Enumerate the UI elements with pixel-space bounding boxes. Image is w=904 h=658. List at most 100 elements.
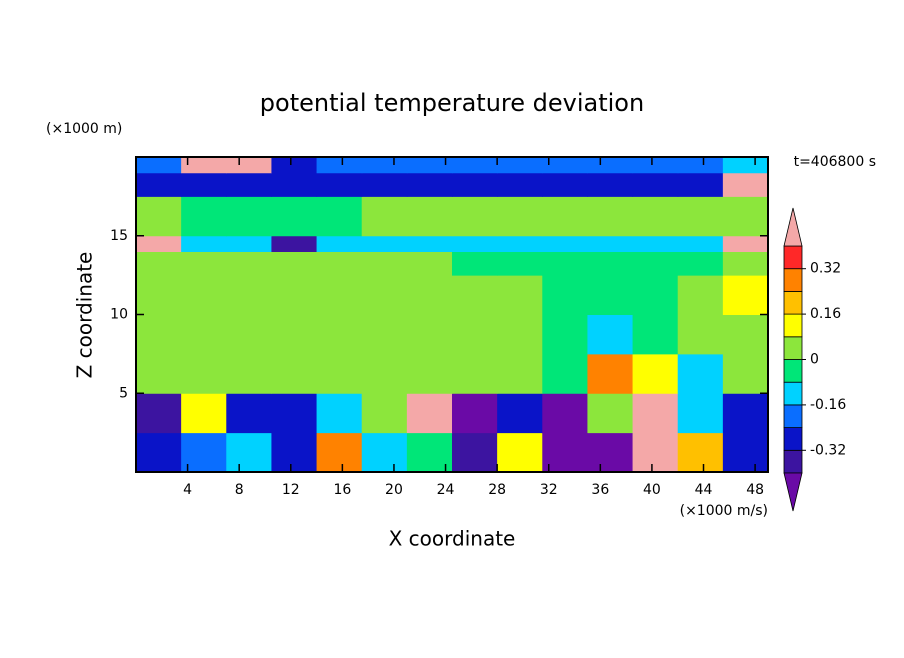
contour-cell bbox=[406, 235, 453, 252]
contour-cell bbox=[136, 353, 182, 394]
x-tick-label: 44 bbox=[695, 482, 713, 498]
contour-cell bbox=[632, 353, 679, 394]
contour-cell bbox=[587, 353, 634, 394]
contour-cell bbox=[587, 432, 634, 473]
contour-cell bbox=[361, 235, 408, 252]
contour-cell bbox=[587, 196, 634, 237]
contour-cell bbox=[316, 196, 363, 237]
contour-cell bbox=[181, 172, 227, 197]
contour-cell bbox=[271, 235, 318, 252]
contour-cell bbox=[406, 314, 453, 355]
contour-cell bbox=[452, 393, 498, 434]
contour-cell bbox=[632, 393, 679, 434]
contour-cell bbox=[136, 393, 182, 434]
contour-cell bbox=[181, 251, 227, 276]
contour-cell bbox=[316, 235, 363, 252]
contour-cell bbox=[406, 393, 453, 434]
contour-cell bbox=[226, 172, 272, 197]
contour-cell bbox=[497, 353, 543, 394]
contour-cell bbox=[677, 353, 724, 394]
contour-cell bbox=[361, 314, 408, 355]
contour-cell bbox=[136, 172, 182, 197]
colorbar-segment bbox=[783, 313, 803, 338]
x-tick-label: 32 bbox=[540, 482, 558, 498]
contour-cell bbox=[316, 432, 363, 473]
contour-cell bbox=[497, 251, 543, 276]
contour-cell bbox=[361, 172, 408, 197]
contour-cell bbox=[497, 235, 543, 252]
contour-cell bbox=[542, 393, 588, 434]
colorbar-segment bbox=[783, 381, 803, 406]
contour-cell bbox=[361, 157, 408, 174]
contour-cell bbox=[677, 393, 724, 434]
x-tick-label: 16 bbox=[333, 482, 351, 498]
contour-cell bbox=[271, 314, 318, 355]
x-tick-label: 40 bbox=[643, 482, 661, 498]
contour-cell bbox=[136, 251, 182, 276]
contour-cell bbox=[271, 196, 318, 237]
contour-cell bbox=[587, 172, 634, 197]
contour-cell bbox=[181, 393, 227, 434]
colorbar-label: 0 bbox=[810, 352, 819, 368]
contour-cell bbox=[587, 314, 634, 355]
colorbar-label: 0.16 bbox=[810, 306, 841, 322]
x-tick-label: 28 bbox=[488, 482, 506, 498]
time-label: t=406800 s bbox=[794, 154, 876, 170]
contour-cell bbox=[361, 275, 408, 315]
contour-cell bbox=[406, 157, 453, 174]
contour-cell bbox=[226, 251, 272, 276]
x-tick-label: 8 bbox=[235, 482, 244, 498]
contour-cell bbox=[136, 235, 182, 252]
contour-cell bbox=[181, 275, 227, 315]
colorbar-segment bbox=[783, 290, 803, 315]
contour-cell bbox=[587, 235, 634, 252]
contour-cell bbox=[497, 196, 543, 237]
contour-cell bbox=[677, 235, 724, 252]
contour-cell bbox=[452, 196, 498, 237]
contour-cell bbox=[452, 235, 498, 252]
contour-cell bbox=[632, 275, 679, 315]
colorbar-segment bbox=[783, 449, 803, 474]
x-tick-label: 4 bbox=[183, 482, 192, 498]
contour-cell bbox=[226, 196, 272, 237]
x-tick-label: 36 bbox=[591, 482, 609, 498]
x-tick-label: 12 bbox=[282, 482, 300, 498]
contour-cell bbox=[722, 251, 769, 276]
contour-cell bbox=[136, 432, 182, 473]
contour-cell bbox=[271, 275, 318, 315]
contour-cell bbox=[587, 251, 634, 276]
contour-cell bbox=[452, 275, 498, 315]
contour-cell bbox=[181, 314, 227, 355]
contour-cell bbox=[452, 157, 498, 174]
contour-cell bbox=[542, 251, 588, 276]
contour-cell bbox=[677, 157, 724, 174]
contour-cell bbox=[271, 432, 318, 473]
y-tick-label: 5 bbox=[119, 385, 128, 401]
contour-cell bbox=[542, 432, 588, 473]
contour-cell bbox=[632, 251, 679, 276]
contour-cell bbox=[542, 172, 588, 197]
y-unit: (×1000 m) bbox=[46, 121, 122, 137]
contour-cell bbox=[632, 157, 679, 174]
contour-cell bbox=[632, 172, 679, 197]
contour-cell bbox=[452, 432, 498, 473]
contour-cell bbox=[542, 353, 588, 394]
contour-cell bbox=[722, 157, 769, 174]
contour-cell bbox=[181, 157, 227, 174]
contour-cell bbox=[361, 196, 408, 237]
colorbar-segment bbox=[783, 245, 803, 270]
contour-cell bbox=[226, 157, 272, 174]
contour-cell bbox=[406, 196, 453, 237]
contour-cell bbox=[316, 314, 363, 355]
chart-title: potential temperature deviation bbox=[260, 89, 644, 117]
contour-cell bbox=[677, 172, 724, 197]
y-tick-label: 10 bbox=[110, 307, 128, 323]
y-axis-label: Z coordinate bbox=[73, 252, 97, 379]
contour-cell bbox=[542, 157, 588, 174]
colorbar-segment bbox=[783, 336, 803, 360]
contour-cell bbox=[587, 157, 634, 174]
x-unit: (×1000 m/s) bbox=[680, 503, 768, 519]
contour-cell bbox=[722, 235, 769, 252]
contour-cell bbox=[136, 157, 182, 174]
colorbar-top bbox=[783, 207, 803, 247]
